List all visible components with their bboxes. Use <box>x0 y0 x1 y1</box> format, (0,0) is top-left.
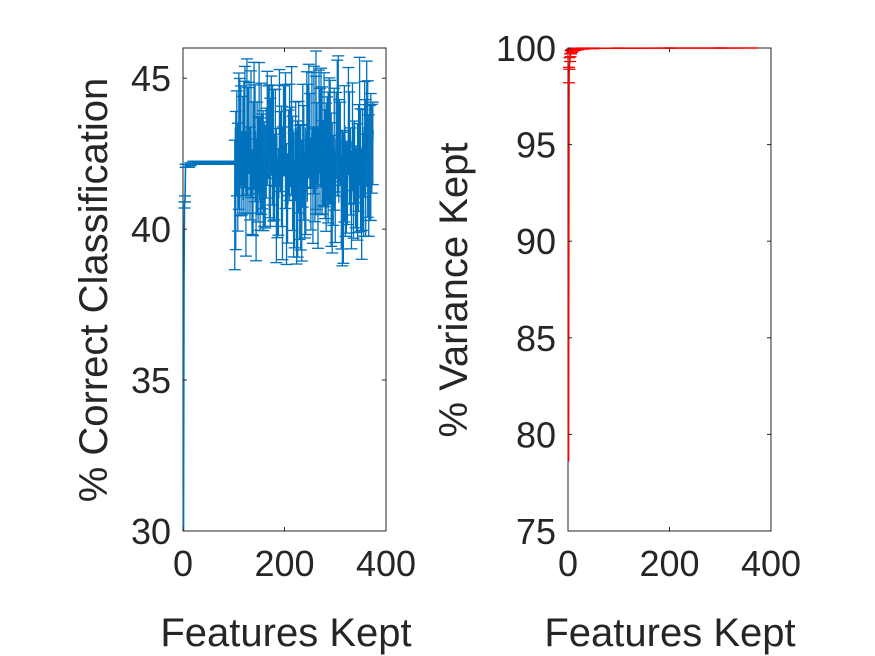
classification-series <box>178 50 379 532</box>
classification-y-tick-label: 40 <box>131 209 171 250</box>
variance-y-tick-label: 85 <box>516 318 556 359</box>
classification-x-label: Features Kept <box>160 611 411 655</box>
classification-x-tick-label: 0 <box>173 543 193 584</box>
classification-y-tick-label: 45 <box>131 58 171 99</box>
classification-series-line <box>182 161 234 532</box>
classification-y-tick-label: 35 <box>131 360 171 401</box>
classification-panel: 0 200 400 30 35 40 45 Features Kept % Correct … <box>72 47 416 655</box>
variance-y-tick-label: 95 <box>516 125 556 166</box>
variance-x-tick-label: 400 <box>741 543 801 584</box>
variance-x-label: Features Kept <box>544 611 795 655</box>
variance-plot-area <box>567 47 772 532</box>
variance-x-tick-label: 200 <box>639 543 699 584</box>
variance-y-tick-label: 90 <box>516 221 556 262</box>
variance-axis-ticks: 0 200 400 75 80 85 90 95 100 <box>496 28 801 584</box>
variance-panel: 0 200 400 75 80 85 90 95 100 Features Kept % Var… <box>432 28 801 655</box>
classification-x-tick-label: 400 <box>356 543 416 584</box>
variance-y-tick-label: 75 <box>516 511 556 552</box>
variance-y-label: % Variance Kept <box>432 143 476 438</box>
variance-x-tick-label: 0 <box>558 543 578 584</box>
variance-y-tick-label: 100 <box>496 28 556 69</box>
classification-y-label: % Correct Classification <box>72 78 116 503</box>
classification-y-tick-label: 30 <box>131 511 171 552</box>
classification-x-tick-label: 200 <box>254 543 314 584</box>
variance-series <box>563 47 759 462</box>
variance-y-tick-label: 80 <box>516 414 556 455</box>
classification-axis-ticks: 0 200 400 30 35 40 45 <box>131 48 416 584</box>
